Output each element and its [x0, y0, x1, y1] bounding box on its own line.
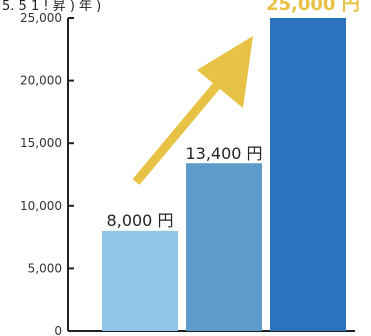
bar-value-label: 25,000 円 — [266, 0, 360, 15]
y-tick-label: 20,000 — [20, 74, 62, 88]
trend-arrow-head — [197, 36, 253, 108]
y-tick-label: 25,000 — [20, 11, 62, 25]
trend-arrow-icon — [132, 36, 253, 185]
y-tick-label: 0 — [54, 324, 62, 336]
bar-value-label: 8,000 円 — [107, 211, 174, 230]
bar-value-labels: 8,000 円 13,400 円 25,000 円 — [107, 0, 360, 230]
y-tick-label: 5,000 — [28, 261, 62, 275]
bars — [102, 18, 346, 331]
trend-arrow-shaft — [132, 81, 222, 185]
bar — [186, 163, 262, 331]
y-tick-label: 10,000 — [20, 199, 62, 213]
y-tick-label: 15,000 — [20, 136, 62, 150]
bar-value-label: 13,400 円 — [185, 144, 262, 163]
chart-header-text: 5. 5 1 ! 昇 ) 年 ) — [2, 0, 101, 14]
bar — [102, 230, 178, 331]
bar — [270, 18, 346, 331]
